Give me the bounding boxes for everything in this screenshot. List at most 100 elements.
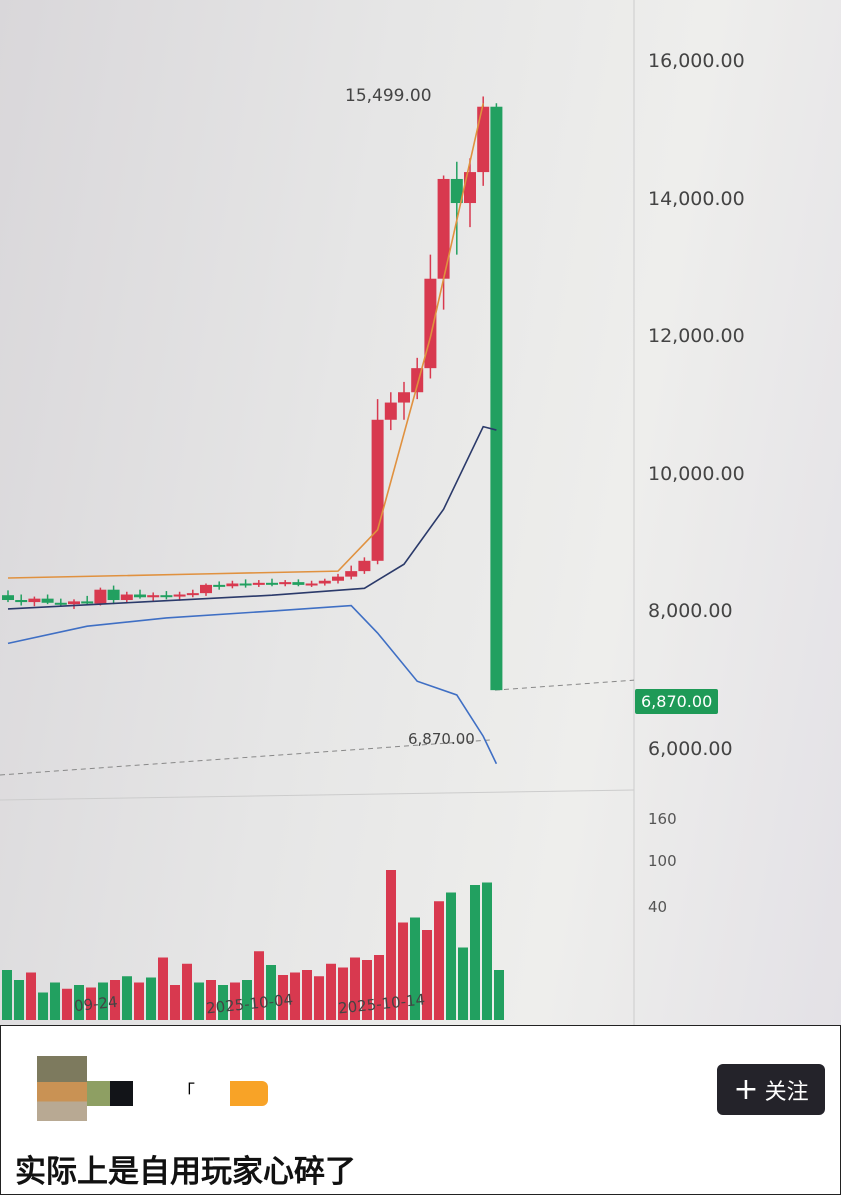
candle-body (292, 582, 305, 585)
volume-tick-label: 100 (648, 852, 677, 870)
price-tick-label: 6,000.00 (648, 738, 733, 760)
price-tick-label: 8,000.00 (648, 600, 733, 623)
volume-bar (14, 980, 24, 1020)
volume-bar (158, 957, 168, 1020)
username-text: 「 (177, 1082, 195, 1103)
candle-body (160, 595, 173, 598)
last-price-tag: 6,870.00 (635, 689, 719, 714)
volume-bar (338, 967, 348, 1020)
volume-tick-label: 160 (648, 810, 677, 828)
volume-bar (386, 870, 396, 1020)
volume-bar (242, 980, 252, 1020)
volume-bar (230, 982, 240, 1020)
volume-bar (218, 985, 228, 1020)
candle-body (490, 106, 503, 691)
candle-body (252, 582, 265, 585)
candle-body (477, 106, 490, 173)
moving-average-line (7, 604, 498, 765)
volume-bar (410, 917, 420, 1020)
volume-bar (278, 975, 288, 1020)
candle-body (266, 582, 278, 585)
candle-body (41, 598, 54, 603)
volume-bar (494, 970, 504, 1020)
volume-bar (434, 901, 444, 1020)
volume-bar (398, 922, 408, 1020)
candle-body (305, 583, 318, 586)
candle-body (81, 601, 94, 604)
volume-bar (470, 885, 480, 1020)
price-tick-label: 16,000.00 (648, 50, 745, 72)
volume-bar (458, 947, 468, 1020)
volume-bar (422, 930, 432, 1020)
candle-body (318, 580, 331, 584)
post-caption: 实际上是自用玩家心碎了 (15, 1154, 356, 1190)
candle-body (358, 560, 371, 572)
volume-bar (182, 963, 192, 1020)
volume-bar (314, 976, 324, 1020)
candle-body (120, 594, 133, 601)
candle-body (239, 583, 252, 586)
high-label: 15,499.00 (345, 86, 432, 106)
candle-body (15, 600, 28, 603)
candle-body (437, 178, 450, 279)
price-tick-label: 14,000.00 (648, 187, 745, 210)
last-price-line (494, 679, 635, 691)
volume-bar (170, 985, 180, 1020)
username-blurred[interactable] (87, 1081, 133, 1106)
follow-button[interactable]: + 关注 (717, 1064, 825, 1115)
pane-divider (0, 789, 635, 801)
volume-bar (350, 957, 360, 1020)
volume-bar (122, 976, 132, 1020)
candle-body (371, 419, 384, 561)
low-price-line (0, 739, 491, 776)
volume-bar (74, 985, 84, 1020)
volume-bar (302, 970, 312, 1020)
candle-body (213, 584, 226, 587)
candle-body (68, 601, 80, 605)
candle-body (54, 602, 67, 605)
volume-bar (194, 982, 204, 1020)
volume-bar (446, 892, 456, 1020)
candle-body (200, 584, 212, 594)
volume-bar (26, 972, 36, 1020)
volume-bar (134, 982, 144, 1020)
volume-bar (254, 951, 264, 1020)
volume-bar (146, 977, 156, 1020)
candle-body (345, 571, 358, 577)
candle-body (464, 172, 476, 204)
candle-body (384, 402, 397, 420)
low-label: 6,870.00 (408, 730, 475, 748)
volume-bar (98, 982, 108, 1020)
candle-body (173, 594, 186, 597)
volume-tick-label: 40 (648, 898, 668, 916)
candle-body (279, 582, 292, 585)
volume-bar (374, 955, 384, 1020)
candle-body (186, 593, 199, 596)
volume-bar (86, 987, 96, 1020)
volume-bar (2, 970, 12, 1020)
plus-icon: + (733, 1071, 759, 1107)
user-badge (230, 1081, 268, 1106)
price-tick-label: 10,000.00 (648, 462, 745, 485)
volume-bar (266, 965, 276, 1020)
post-footer: 「 + 关注 实际上是自用玩家心碎了 (0, 1025, 841, 1195)
candle-body (147, 595, 160, 598)
price-tick-label: 12,000.00 (648, 325, 745, 348)
volume-bar (326, 963, 336, 1020)
avatar[interactable] (37, 1056, 87, 1121)
volume-bar (62, 988, 72, 1020)
volume-bar (290, 972, 300, 1020)
volume-bar (110, 980, 120, 1020)
candle-body (450, 178, 463, 204)
volume-bar (50, 982, 60, 1020)
moving-average-line (7, 103, 484, 579)
candle-body (94, 589, 107, 604)
candle-body (332, 576, 344, 581)
follow-label: 关注 (764, 1079, 809, 1105)
volume-bar (206, 980, 216, 1020)
candlestick-chart (0, 0, 635, 1025)
candle-body (134, 594, 146, 598)
chart-photo: 16,000.00 14,000.00 12,000.00 10,000.00 8,00… (0, 0, 841, 1025)
volume-bar (362, 960, 372, 1020)
candle-body (398, 392, 410, 403)
